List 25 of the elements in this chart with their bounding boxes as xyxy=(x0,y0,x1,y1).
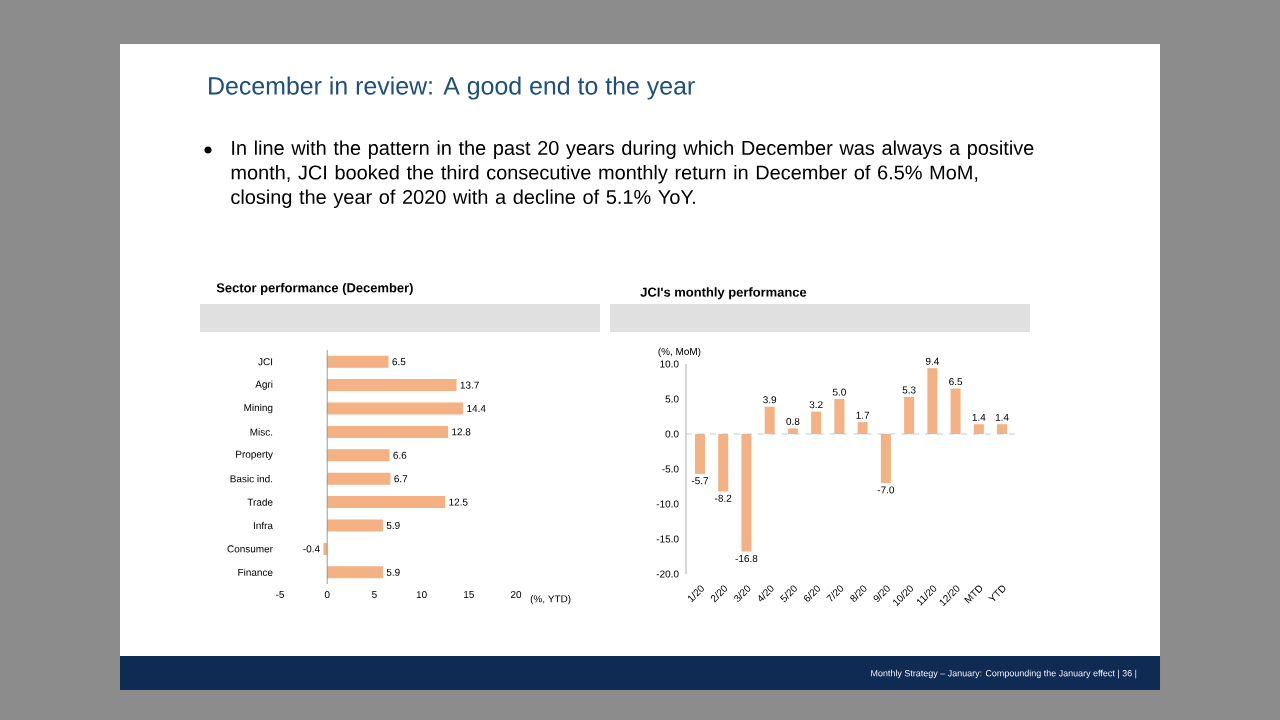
bar xyxy=(327,566,383,579)
bar xyxy=(880,434,891,483)
bar xyxy=(834,399,845,434)
bar xyxy=(973,424,984,434)
bar xyxy=(327,379,457,392)
text: In line with the pattern in the past 20 years during which December was always a positive month, JCI booked the third consecutive monthly return in December of 6.5% MoM, closing the year of 2020 with a decline of 5.1% YoY. xyxy=(231,140,1034,208)
bar xyxy=(327,425,449,438)
bar xyxy=(811,411,822,434)
bar xyxy=(694,434,705,474)
bar xyxy=(327,519,383,532)
bar xyxy=(787,428,798,434)
bar xyxy=(327,355,389,368)
bar xyxy=(327,449,390,462)
bar xyxy=(857,422,868,434)
bar xyxy=(764,406,775,434)
bar xyxy=(327,472,391,485)
text: December in review: A good end to the year xyxy=(209,76,695,100)
bar xyxy=(904,396,915,434)
bar xyxy=(997,424,1008,434)
bar xyxy=(718,434,729,492)
bar xyxy=(950,388,961,434)
bar xyxy=(927,368,938,434)
bar xyxy=(741,434,752,552)
bar xyxy=(327,402,464,415)
bar xyxy=(327,496,446,509)
